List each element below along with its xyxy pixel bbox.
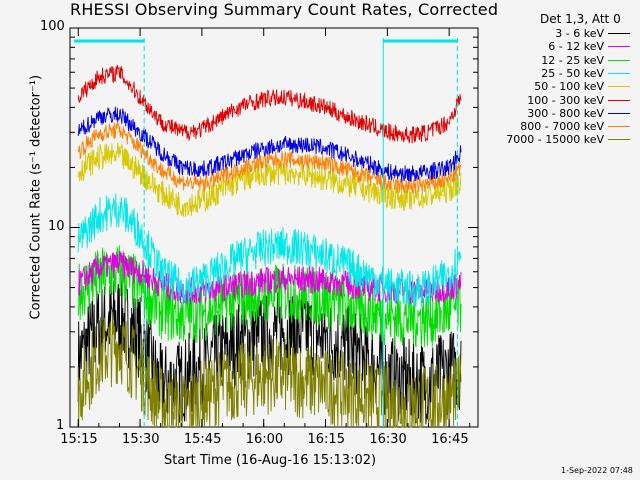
legend-swatch — [608, 72, 630, 74]
legend-entry: 50 - 100 keV — [534, 80, 630, 93]
legend-title: Det 1,3, Att 0 — [540, 12, 621, 26]
y-tick-label: 100 — [40, 19, 65, 34]
legend-label: 12 - 25 keV — [541, 53, 604, 67]
y-tick-label: 10 — [48, 218, 65, 234]
legend-entry: 100 - 300 keV — [527, 94, 630, 107]
legend-entry: 25 - 50 keV — [541, 67, 630, 80]
legend-entry: 3 - 6 keV — [555, 27, 630, 40]
series-100-300-kev — [77, 64, 462, 144]
legend-swatch — [608, 112, 630, 114]
x-axis-label: Start Time (16-Aug-16 15:13:02) — [164, 453, 377, 468]
y-tick-label: 1 — [56, 418, 65, 433]
timestamp-label: 1-Sep-2022 07:48 — [561, 466, 633, 475]
legend-label: 300 - 800 keV — [527, 106, 604, 120]
legend-label: 100 - 300 keV — [527, 93, 604, 107]
legend-swatch — [608, 126, 630, 128]
legend-swatch — [608, 33, 630, 34]
x-tick-label: 16:00 — [245, 432, 284, 447]
legend-entry: 300 - 800 keV — [527, 107, 630, 120]
legend-entry: 800 - 7000 keV — [520, 120, 630, 133]
x-tick-label: 15:15 — [60, 432, 98, 447]
x-tick-label: 15:30 — [122, 432, 160, 447]
legend-entry: 7000 - 15000 keV — [506, 133, 630, 146]
x-tick-label: 16:30 — [369, 432, 407, 447]
legend-label: 6 - 12 keV — [548, 40, 604, 54]
series-25-50-kev — [77, 193, 462, 308]
x-tick-label: 15:45 — [183, 432, 222, 447]
legend-entry: 6 - 12 keV — [548, 40, 630, 53]
series-3-6-kev — [77, 275, 462, 425]
legend-swatch — [608, 59, 630, 61]
legend-swatch — [608, 86, 630, 88]
legend-label: 7000 - 15000 keV — [506, 133, 604, 147]
legend-swatch — [608, 139, 630, 141]
series-800-7000-kev — [77, 121, 462, 194]
x-tick-label: 16:15 — [307, 432, 345, 447]
legend-label: 50 - 100 keV — [534, 80, 604, 94]
x-tick-label: 16:45 — [431, 432, 469, 447]
series-300-800-kev — [77, 106, 462, 183]
legend-swatch — [608, 46, 630, 48]
legend-label: 3 - 6 keV — [555, 27, 604, 40]
legend-entry: 12 - 25 keV — [541, 54, 630, 67]
series-7000-15000-kev — [77, 311, 462, 429]
chart-title: RHESSI Observing Summary Count Rates, Co… — [70, 0, 499, 19]
legend-label: 25 - 50 keV — [541, 66, 604, 80]
legend-swatch — [608, 99, 630, 101]
legend-label: 800 - 7000 keV — [520, 120, 604, 134]
